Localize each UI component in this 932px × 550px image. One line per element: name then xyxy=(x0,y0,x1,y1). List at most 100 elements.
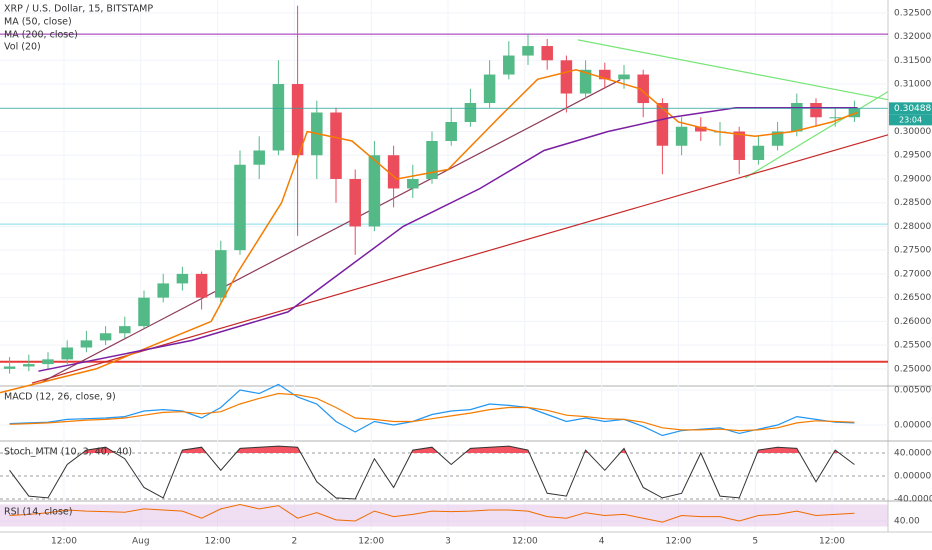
y-tick-label: 0.30000 xyxy=(894,127,931,137)
candle-body xyxy=(695,126,707,132)
trend-line xyxy=(39,79,621,384)
x-tick-label: 2 xyxy=(292,537,298,547)
candle-body xyxy=(791,103,803,132)
pane-title: RSI (14, close) xyxy=(4,507,72,518)
candle-body xyxy=(541,46,553,61)
y-tick-label: 0.26000 xyxy=(894,317,931,327)
candle-body xyxy=(675,126,688,146)
candle-body xyxy=(42,359,54,365)
y-tick-label: 0.31000 xyxy=(894,80,931,90)
pane-title: Stoch_MTM (10, 3, 40, -40) xyxy=(4,447,132,458)
candle-body xyxy=(483,74,496,104)
x-tick-label: 12:00 xyxy=(819,537,845,547)
trend-line xyxy=(577,39,889,101)
candle-body xyxy=(253,150,265,165)
moving-average xyxy=(0,69,858,394)
y-tick-label: 0.32000 xyxy=(894,32,931,42)
y-tick-label: 0.00000 xyxy=(894,472,931,482)
y-tick-label: 0.27500 xyxy=(894,246,931,256)
rsi-line xyxy=(9,503,855,523)
y-tick-label: 0.28500 xyxy=(894,198,931,208)
y-tick-label: 0.26500 xyxy=(894,293,931,303)
candle-body xyxy=(80,340,93,348)
candle-body xyxy=(138,297,150,327)
y-tick-label: 0.00500 xyxy=(894,386,931,396)
legend-entry: MA (200, close) xyxy=(4,30,78,41)
candle-body xyxy=(234,164,246,251)
candle-body xyxy=(291,84,304,156)
candle-body xyxy=(733,131,745,160)
label-layer: XRP / U.S. Dollar, 15, BITSTAMP MA (50, … xyxy=(4,4,932,547)
y-tick-label: 0.00000 xyxy=(894,421,931,431)
candle-body xyxy=(119,326,131,334)
candle-body xyxy=(3,366,16,369)
countdown-tag xyxy=(889,114,932,126)
x-tick-label: 5 xyxy=(752,537,758,547)
candle-body xyxy=(810,103,822,118)
y-tick-label: 0.29500 xyxy=(894,151,931,161)
trend-line xyxy=(744,91,889,179)
y-tick-label: 0.29000 xyxy=(894,174,931,184)
x-tick-label: 12:00 xyxy=(205,537,231,547)
legend-entry: Vol (20) xyxy=(4,42,41,53)
candle-body xyxy=(407,178,419,189)
candle-body xyxy=(464,103,477,123)
y-tick-label: 0.32500 xyxy=(894,8,931,18)
indicator-line xyxy=(9,392,855,432)
candle-body xyxy=(848,108,861,118)
candle-body xyxy=(195,273,208,298)
x-tick-label: 4 xyxy=(599,537,605,547)
plot-layer xyxy=(0,0,889,532)
candle-body xyxy=(99,333,112,341)
candle-body xyxy=(330,112,342,179)
price-tag xyxy=(889,102,932,115)
y-tick-label: 40.00 xyxy=(894,516,920,526)
indicator-line xyxy=(9,383,855,437)
candle-body xyxy=(637,74,649,104)
y-tick-label: 0.25000 xyxy=(894,364,931,374)
y-tick-label: 0.28000 xyxy=(894,222,931,232)
candle-body xyxy=(522,46,534,56)
candle-body xyxy=(560,60,573,94)
candle-body xyxy=(618,74,630,80)
chart-title: XRP / U.S. Dollar, 15, BITSTAMP xyxy=(4,4,153,15)
trend-line xyxy=(31,134,889,384)
rsi-band xyxy=(0,504,888,527)
y-tick-label: -40.00000 xyxy=(894,495,932,505)
x-tick-label: 12:00 xyxy=(358,537,384,547)
x-tick-label: 12:00 xyxy=(665,537,691,547)
candle-body xyxy=(656,103,669,146)
candle-body xyxy=(503,55,515,75)
countdown-label: 23:04 xyxy=(899,115,922,124)
candle-body xyxy=(752,145,765,160)
x-tick-label: 12:00 xyxy=(51,537,77,547)
candle-body xyxy=(599,69,611,80)
candle-body xyxy=(157,283,169,298)
candle-body xyxy=(61,347,73,360)
y-tick-label: 0.27000 xyxy=(894,269,931,279)
candle-body xyxy=(771,131,784,146)
candle-body xyxy=(368,155,381,227)
price-tag-label: 0.30488 xyxy=(894,104,931,114)
y-tick-label: 0.25500 xyxy=(894,341,931,351)
legend-entry: MA (50, close) xyxy=(4,17,72,28)
candle-body xyxy=(176,273,189,284)
candle-body xyxy=(426,140,438,179)
candle-body xyxy=(387,155,400,189)
candle-body xyxy=(215,250,227,298)
candle-body xyxy=(445,122,457,141)
x-tick-label: 3 xyxy=(445,537,451,547)
candle-body xyxy=(23,364,35,367)
candle-body xyxy=(579,69,592,94)
moving-average xyxy=(38,107,858,372)
pane-title: MACD (12, 26, close, 9) xyxy=(4,392,116,403)
candle-body xyxy=(272,84,285,151)
x-tick-label: Aug xyxy=(132,537,150,547)
x-tick-label: 12:00 xyxy=(512,537,538,547)
candle-body xyxy=(829,117,841,119)
y-tick-label: 40.00000 xyxy=(894,448,932,458)
y-tick-label: 0.31500 xyxy=(894,56,931,66)
candle-body xyxy=(349,178,361,227)
